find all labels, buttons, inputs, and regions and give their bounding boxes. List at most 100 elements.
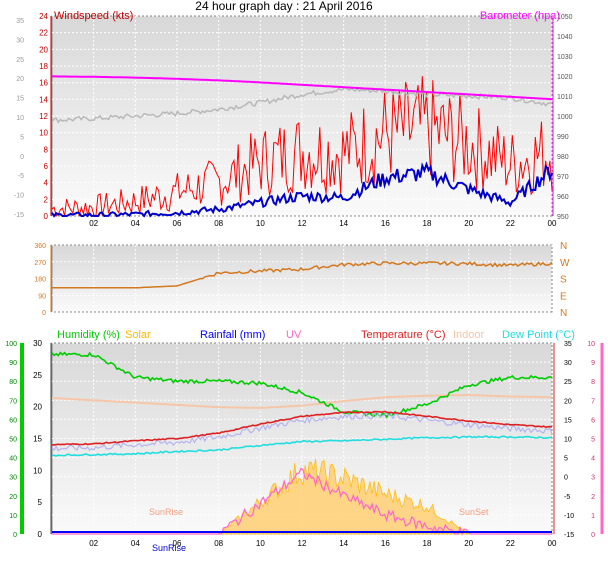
x-tick-label: 18 — [423, 219, 432, 228]
wind-axis-tick: 22 — [39, 29, 48, 38]
legend-label: Solar — [125, 329, 151, 341]
humidity-axis-tick: 20 — [9, 494, 17, 501]
wind-barometer-panel: Windspeed (kts) Barometer (hpa)0246810121… — [14, 10, 573, 228]
humidity-line — [51, 351, 553, 419]
wind-direction-line — [52, 260, 553, 289]
wind-axis-tick: 8 — [44, 145, 49, 154]
x-tick-label: 06 — [173, 539, 182, 548]
x-tick-label: 18 — [423, 539, 432, 548]
rain-axis-tick: 0 — [38, 530, 43, 539]
x-tick-label: 22 — [506, 219, 515, 228]
baro-axis-tick: 1030 — [557, 54, 573, 61]
x-tick-label: 02 — [89, 219, 98, 228]
x-tick-label: 16 — [381, 219, 390, 228]
humidity-axis-tick: 70 — [9, 398, 17, 405]
legend-label: Dew Point (°C) — [502, 329, 575, 341]
wind-axis-tick: 18 — [39, 62, 48, 71]
humidity-axis-tick: 0 — [13, 532, 17, 539]
sunrise-label: SunRise — [149, 507, 183, 517]
baro-axis-tick: 980 — [557, 154, 569, 161]
humidity-axis-tick: 90 — [9, 360, 17, 367]
page-title: 24 hour graph day : 21 April 2016 — [195, 0, 373, 13]
dir-axis-tick: 0 — [42, 310, 46, 317]
barometer-line — [52, 75, 553, 101]
wind-axis-tick: 12 — [39, 112, 48, 121]
dir-axis-tick: 360 — [34, 243, 46, 250]
x-tick-label: 06 — [173, 219, 182, 228]
temp-axis-tick: -5 — [564, 494, 570, 501]
humidity-axis-tick: 10 — [9, 513, 17, 520]
baro-axis-tick: 960 — [557, 194, 569, 201]
temp-axis-tick: -10 — [564, 513, 574, 520]
legend-label: Indoor — [453, 329, 485, 341]
legend-label: Humidity (%) — [57, 329, 120, 341]
wind-axis-tick: 6 — [44, 162, 49, 171]
uv-axis-tick: 7 — [591, 398, 595, 405]
dir-compass-label: N — [560, 241, 567, 252]
wind-grey-line — [51, 86, 553, 124]
x-tick-label: 02 — [89, 539, 98, 548]
wind-gust-line — [51, 76, 553, 217]
humidity-axis-tick: 60 — [9, 417, 17, 424]
dir-axis-tick: 90 — [38, 293, 46, 300]
temperature-humidity-panel: Humidity (%) Solar Rainfall (mm) UV Temperat… — [5, 329, 604, 553]
x-tick-label: 00 — [548, 219, 557, 228]
wind-axis-tick: 16 — [39, 79, 48, 88]
uv-axis-tick: 10 — [587, 341, 595, 348]
x-tick-label: 04 — [131, 539, 140, 548]
x-tick-label: 16 — [381, 539, 390, 548]
uv-axis-tick: 3 — [591, 475, 595, 482]
baro-axis-tick: 990 — [557, 134, 569, 141]
humidity-axis-tick: 40 — [9, 456, 17, 463]
rain-axis-tick: 20 — [33, 403, 42, 412]
x-tick-label: 14 — [339, 539, 348, 548]
sunset-label: SunSet — [459, 507, 489, 517]
dir-axis-tick: 180 — [34, 277, 46, 284]
rain-axis-tick: 30 — [33, 339, 42, 348]
outer-axis-tick: 25 — [16, 57, 24, 64]
uv-axis-tick: 2 — [591, 494, 595, 501]
wind-legend-label: Windspeed (kts) — [54, 10, 133, 22]
outer-axis-tick: -10 — [14, 193, 24, 200]
baro-axis-tick: 1020 — [557, 74, 573, 81]
x-tick-label: 14 — [339, 219, 348, 228]
temp-axis-tick: 15 — [564, 417, 572, 424]
dew-point-line — [51, 435, 553, 457]
temperature-line — [51, 410, 553, 446]
x-tick-label: 10 — [256, 219, 265, 228]
dir-compass-label: E — [560, 291, 567, 302]
temp-axis-tick: 5 — [564, 456, 568, 463]
x-tick-label: 10 — [256, 539, 265, 548]
temp-axis-tick: -15 — [564, 532, 574, 539]
legend-label: UV — [286, 329, 302, 341]
uv-axis-tick: 4 — [591, 456, 595, 463]
feels-like-line — [51, 411, 553, 452]
wind-axis-tick: 0 — [44, 212, 49, 221]
wind-axis-tick: 14 — [39, 95, 48, 104]
humidity-axis-tick: 50 — [9, 437, 17, 444]
outer-axis-tick: 30 — [16, 37, 24, 44]
baro-legend-label: Barometer (hpa) — [480, 10, 560, 22]
dir-axis-tick: 270 — [34, 260, 46, 267]
dir-compass-label: W — [560, 258, 570, 269]
humidity-axis-tick: 80 — [9, 379, 17, 386]
baro-axis-tick: 1050 — [557, 14, 573, 21]
baro-axis-tick: 1010 — [557, 94, 573, 101]
sunrise-axis-label: SunRise — [152, 543, 186, 553]
uv-axis-tick: 6 — [591, 417, 595, 424]
wind-axis-tick: 2 — [44, 195, 49, 204]
rain-axis-tick: 25 — [33, 371, 42, 380]
temp-axis-tick: 30 — [564, 360, 572, 367]
humidity-axis-tick: 30 — [9, 475, 17, 482]
rain-axis-tick: 5 — [38, 498, 43, 507]
outer-axis-tick: 5 — [20, 134, 24, 141]
baro-axis-tick: 950 — [557, 214, 569, 221]
uv-axis-tick: 0 — [591, 532, 595, 539]
baro-axis-tick: 1040 — [557, 34, 573, 41]
temp-axis-tick: 10 — [564, 437, 572, 444]
outer-axis-tick: 35 — [16, 18, 24, 25]
baro-axis-tick: 1000 — [557, 114, 573, 121]
x-tick-label: 00 — [548, 539, 557, 548]
